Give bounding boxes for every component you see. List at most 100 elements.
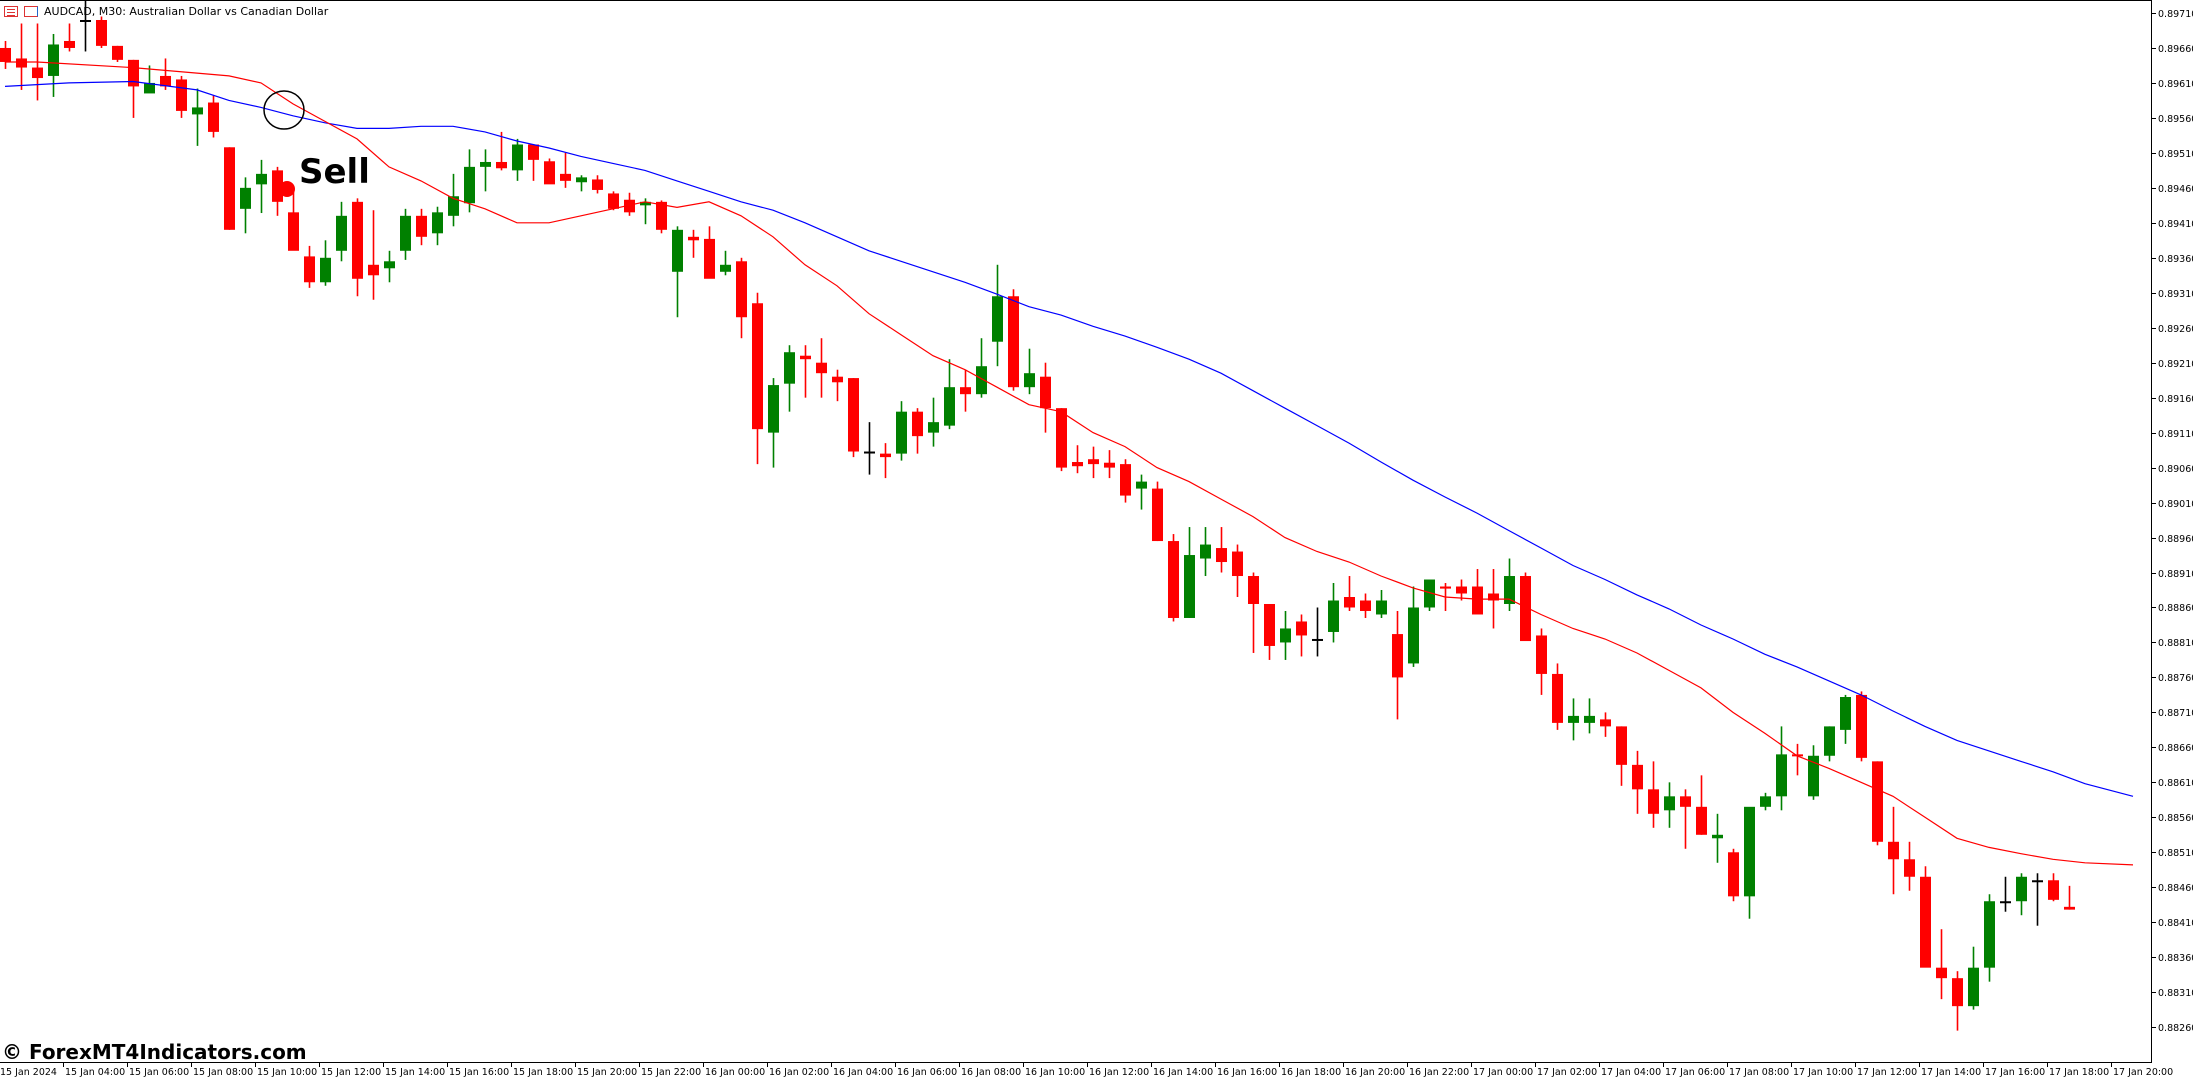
candle-body	[1616, 726, 1627, 765]
candle-body	[688, 236, 699, 241]
time-tick-label: 15 Jan 08:00	[193, 1067, 253, 1078]
candle	[1728, 848, 1739, 902]
candle	[1008, 289, 1019, 391]
candle-body	[2000, 901, 2011, 904]
time-tick-label: 17 Jan 16:00	[1985, 1067, 2045, 1078]
candle	[1920, 866, 1931, 968]
candle-body	[160, 75, 171, 87]
candle-body	[1104, 462, 1115, 468]
candle	[1200, 527, 1211, 577]
candle-body	[240, 187, 251, 209]
candle-body	[144, 82, 155, 94]
candle	[112, 45, 123, 62]
candle	[768, 378, 779, 468]
annotations	[263, 90, 305, 197]
candle	[1840, 694, 1851, 744]
candle	[608, 191, 619, 211]
candle	[864, 422, 875, 475]
candle-body	[816, 362, 827, 374]
candle	[160, 58, 171, 90]
list-icon[interactable]	[4, 5, 18, 17]
candle-body	[1712, 834, 1723, 839]
candle	[1616, 726, 1627, 786]
candle	[1040, 362, 1051, 433]
candle	[176, 75, 187, 118]
candle-body	[1360, 600, 1371, 611]
candle	[1712, 813, 1723, 863]
candle-body	[320, 257, 331, 283]
candle	[1152, 481, 1163, 542]
chart-window-icon[interactable]	[24, 5, 38, 17]
candle	[832, 369, 843, 402]
candle	[2064, 885, 2075, 910]
candle-body	[1392, 634, 1403, 678]
time-tick-label: 17 Jan 12:00	[1857, 1067, 1917, 1078]
candle-body	[1536, 635, 1547, 674]
candle-body	[1984, 901, 1995, 968]
candle	[672, 226, 683, 318]
time-tick-label: 16 Jan 16:00	[1217, 1067, 1277, 1078]
candle	[336, 201, 347, 262]
candle-body	[1856, 694, 1867, 758]
candle	[1248, 572, 1259, 653]
candle-body	[304, 256, 315, 283]
candle	[2032, 873, 2043, 926]
candle-body	[624, 199, 635, 213]
candle-body	[1136, 481, 1147, 489]
candle-body	[800, 355, 811, 360]
time-tick-label: 15 Jan 10:00	[257, 1067, 317, 1078]
candle	[1232, 544, 1243, 597]
crossover-circle	[263, 90, 305, 130]
candle-body	[720, 264, 731, 272]
candle	[432, 206, 443, 246]
candle	[1776, 726, 1787, 811]
candle	[800, 345, 811, 398]
candle	[976, 338, 987, 398]
candle	[2048, 873, 2059, 902]
candle	[1392, 610, 1403, 720]
candle	[320, 240, 331, 286]
time-tick-label: 15 Jan 2024	[0, 1067, 57, 1078]
candle	[1568, 698, 1579, 741]
candle	[1584, 698, 1595, 734]
candle-body	[1552, 673, 1563, 723]
time-tick-label: 15 Jan 04:00	[65, 1067, 125, 1078]
candle	[1552, 663, 1563, 730]
candle-body	[400, 215, 411, 251]
candle-body	[544, 161, 555, 185]
candle-body	[2064, 906, 2075, 910]
candle-body	[528, 144, 539, 160]
candle	[448, 173, 459, 227]
candle	[1328, 583, 1339, 643]
candle	[464, 149, 475, 213]
time-tick-label: 16 Jan 20:00	[1345, 1067, 1405, 1078]
candle-body	[1696, 806, 1707, 835]
candle	[1088, 446, 1099, 479]
candle	[272, 166, 283, 216]
candle-body	[512, 144, 523, 171]
candle	[1904, 841, 1915, 891]
time-axis-ticks: 15 Jan 2024 15 Jan 04:00 15 Jan 06:00 15 Ja…	[0, 1062, 2173, 1078]
candle	[384, 250, 395, 283]
candle-body	[784, 352, 795, 384]
candle	[992, 264, 1003, 367]
candle	[544, 158, 555, 185]
candle-body	[128, 59, 139, 87]
candle-body	[1200, 544, 1211, 559]
time-tick-label: 16 Jan 08:00	[961, 1067, 1021, 1078]
candle-body	[928, 422, 939, 433]
candle	[1120, 459, 1131, 503]
candle-body	[608, 193, 619, 209]
candle-body	[1456, 586, 1467, 594]
candle-body	[1632, 764, 1643, 790]
